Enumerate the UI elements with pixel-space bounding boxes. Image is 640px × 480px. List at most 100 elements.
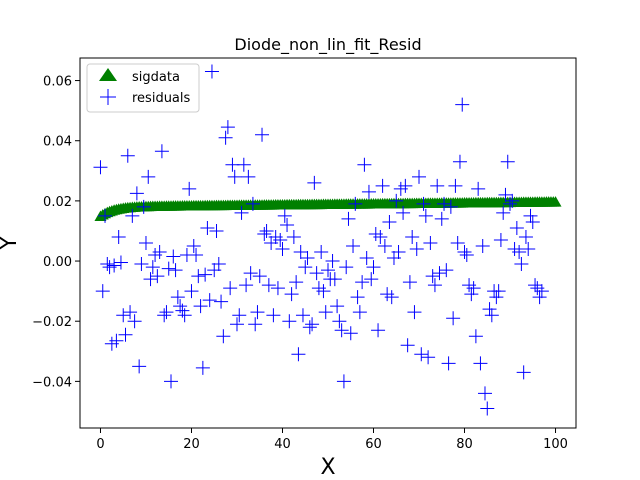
residual-point — [532, 290, 547, 305]
residual-point — [113, 255, 128, 270]
residual-point — [132, 359, 147, 374]
residual-point — [491, 284, 506, 299]
residual-point — [170, 290, 185, 305]
residual-point — [232, 308, 247, 323]
residual-point — [512, 245, 527, 260]
residual-point — [243, 266, 258, 281]
residual-point — [229, 317, 244, 332]
residual-point — [166, 249, 181, 264]
residual-point — [284, 287, 299, 302]
residual-point — [330, 299, 345, 314]
residual-point — [514, 257, 529, 272]
residual-point — [473, 356, 488, 371]
y-tick-label: 0.02 — [43, 195, 72, 210]
residual-point — [402, 275, 417, 290]
x-axis: 0 20 40 60 80 100 — [96, 428, 568, 452]
residual-point — [186, 239, 201, 254]
residual-point — [325, 254, 340, 269]
residual-point — [405, 229, 420, 244]
residual-point — [316, 284, 331, 299]
residual-point — [141, 169, 156, 184]
residual-point — [389, 193, 404, 208]
residual-point — [375, 178, 390, 193]
residual-point — [134, 257, 149, 272]
residual-point — [343, 326, 358, 341]
residual-point — [364, 272, 379, 287]
residual-point — [282, 314, 297, 329]
chart-title: Diode_non_lin_fit_Resid — [234, 35, 421, 55]
series-sigdata — [94, 196, 562, 222]
residual-point — [534, 284, 549, 299]
residual-point — [259, 223, 274, 238]
residual-point — [327, 272, 342, 287]
residual-point — [248, 317, 263, 332]
residual-point — [430, 178, 445, 193]
residual-point — [216, 329, 231, 344]
residual-point — [341, 211, 356, 226]
residual-point — [193, 299, 208, 314]
residual-point — [452, 154, 467, 169]
residual-point — [250, 305, 265, 320]
residual-point — [396, 205, 411, 220]
residual-point — [218, 130, 233, 145]
residual-point — [339, 260, 354, 275]
residual-point — [423, 236, 438, 250]
residual-point — [182, 181, 197, 196]
residual-point — [505, 193, 520, 208]
residual-point — [482, 302, 497, 317]
residual-point — [195, 360, 210, 375]
residual-point — [321, 263, 335, 278]
residual-point — [204, 64, 219, 79]
residual-point — [357, 157, 372, 172]
residual-point — [177, 308, 192, 323]
legend-plus-marker — [100, 89, 116, 105]
residual-point — [496, 205, 511, 220]
residual-point — [289, 275, 304, 290]
y-axis: −0.04 −0.02 0.00 0.02 0.04 0.06 — [32, 75, 80, 390]
residual-point — [298, 260, 313, 275]
residual-point — [336, 374, 351, 389]
residual-point — [300, 251, 315, 266]
residual-point — [293, 245, 308, 260]
plot-area-frame — [79, 57, 577, 429]
residual-point — [191, 269, 206, 284]
residual-point — [277, 208, 292, 223]
residual-point — [286, 229, 301, 244]
residual-point — [503, 196, 518, 211]
residual-point — [227, 169, 242, 184]
sigdata-point — [549, 196, 562, 207]
residual-point — [525, 214, 540, 229]
y-tick-label: 0.06 — [43, 75, 72, 90]
residual-point — [371, 323, 386, 338]
residual-point — [125, 208, 140, 223]
x-tick-label: 60 — [365, 437, 382, 452]
residual-point — [93, 160, 108, 175]
residual-point — [425, 269, 440, 284]
residual-point — [214, 294, 229, 309]
x-tick-label: 100 — [543, 437, 568, 452]
residual-point — [366, 260, 381, 275]
residual-point — [305, 317, 320, 332]
residual-point — [471, 181, 486, 196]
residual-point — [359, 251, 374, 266]
legend-sigdata-marker — [99, 68, 117, 81]
residual-point — [118, 327, 133, 342]
residual-point — [270, 281, 285, 296]
residual-point — [261, 278, 276, 293]
residual-point — [477, 386, 492, 401]
residual-point — [475, 239, 490, 254]
residual-point — [493, 232, 508, 247]
residual-point — [480, 401, 495, 416]
residual-point — [443, 199, 458, 214]
residual-point — [116, 308, 131, 323]
residual-point — [427, 278, 442, 293]
residual-point — [127, 314, 142, 329]
residual-point — [500, 154, 515, 169]
residual-point — [198, 267, 213, 282]
residual-point — [516, 365, 531, 380]
residual-point — [168, 263, 183, 278]
residual-point — [302, 320, 317, 335]
residual-point — [143, 272, 158, 287]
residual-point — [295, 308, 310, 323]
